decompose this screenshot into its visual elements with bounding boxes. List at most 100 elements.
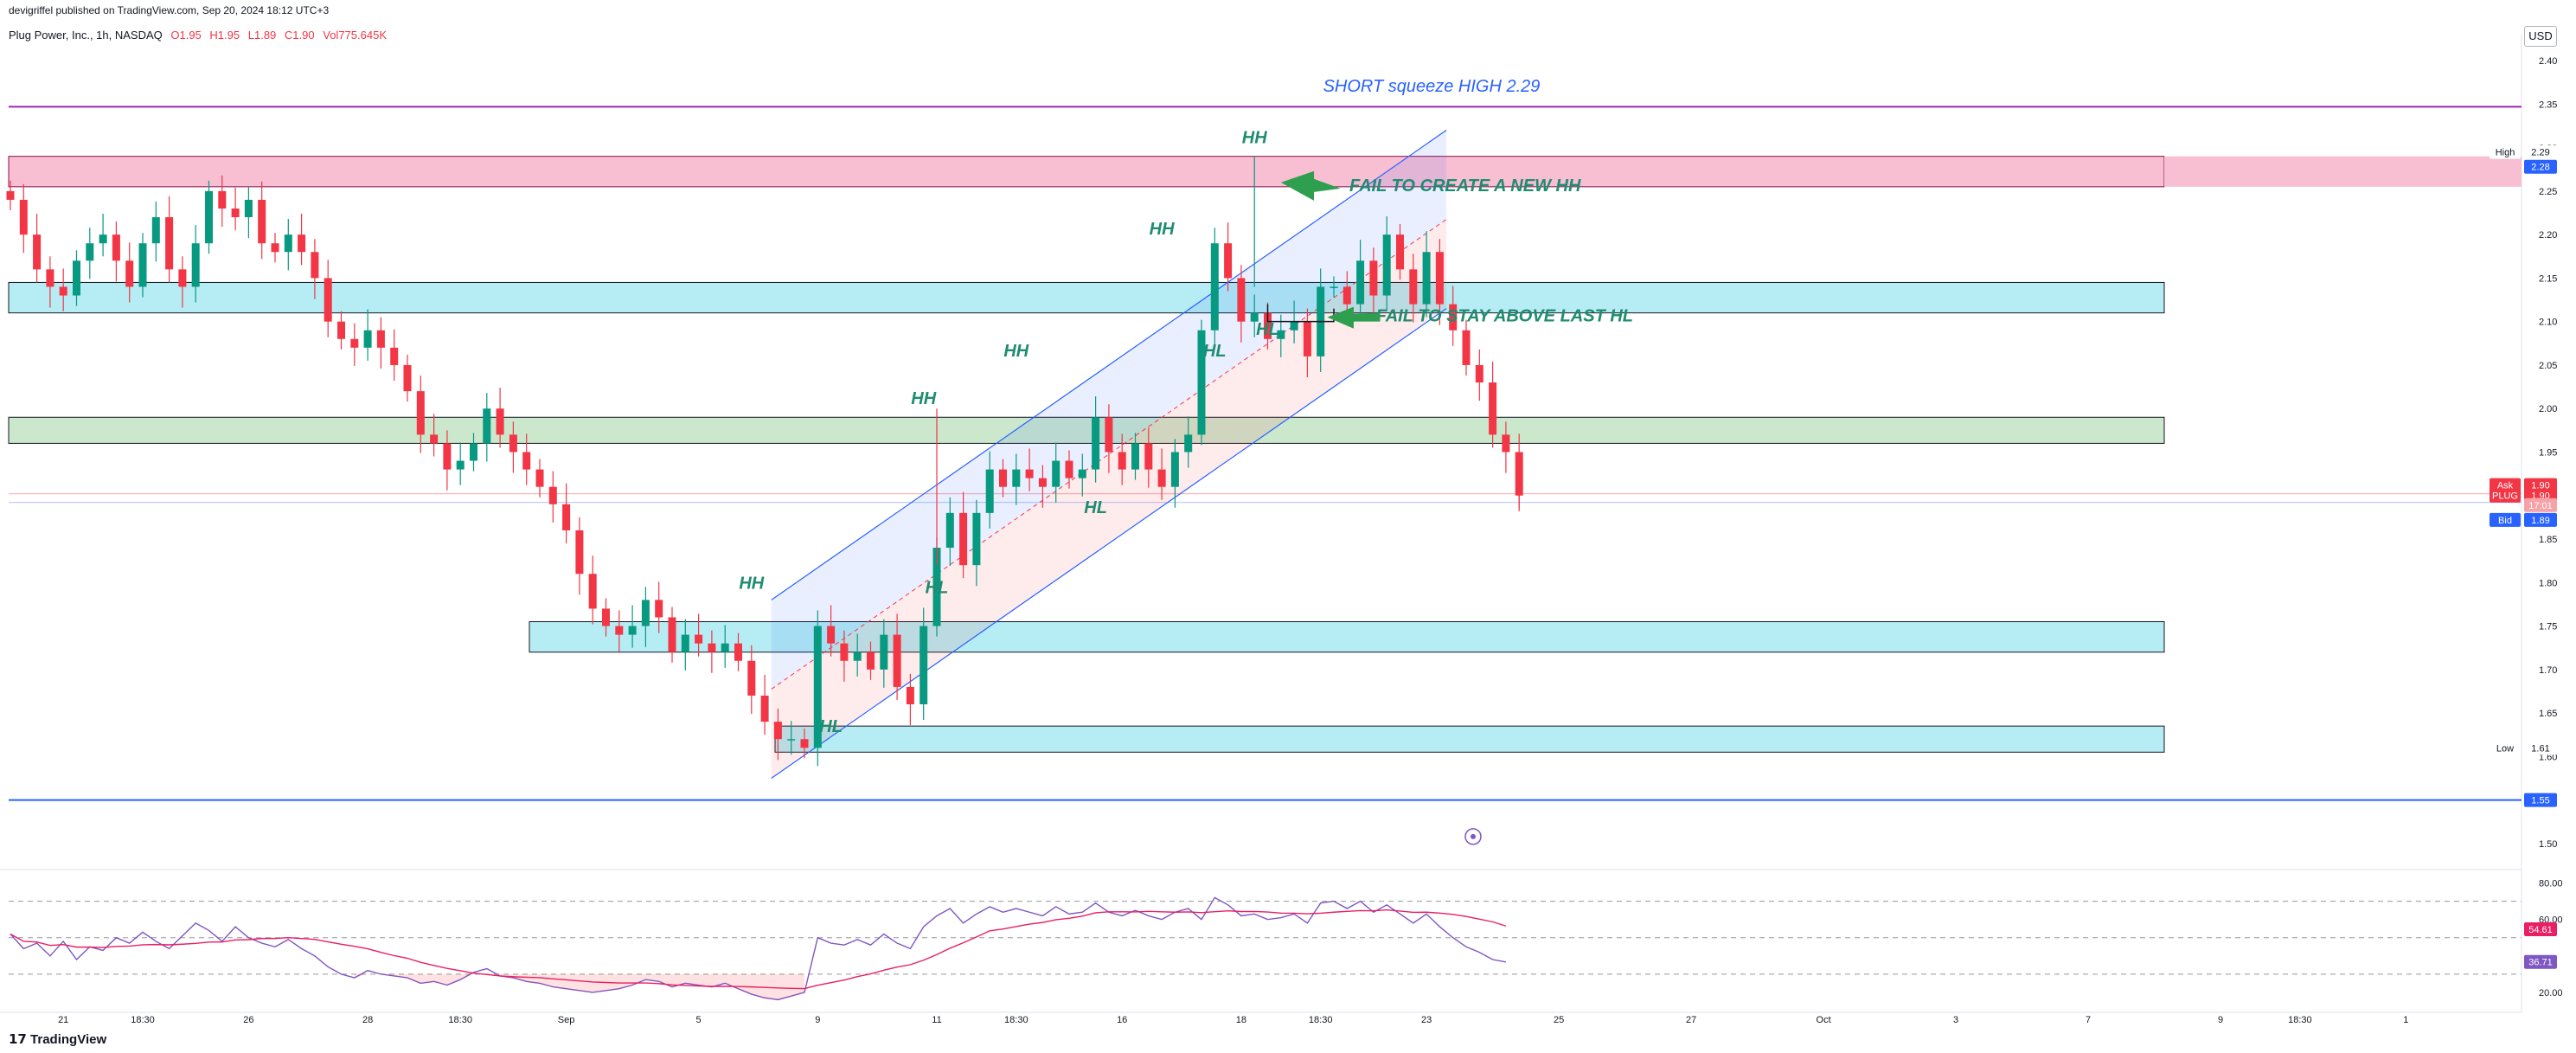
candle [125, 242, 134, 303]
candle-body [602, 608, 610, 626]
x-tick-label: 16 [1117, 1015, 1127, 1025]
candle [972, 499, 981, 587]
candle-body [920, 626, 928, 705]
swing-label: HL [1256, 320, 1279, 339]
tradingview-logo-icon: 𝟭𝟳 [9, 1032, 31, 1047]
candle [1250, 294, 1259, 337]
x-tick-label: 28 [362, 1015, 373, 1025]
candle [165, 196, 174, 283]
candle-body [509, 434, 517, 453]
candle [1092, 396, 1100, 483]
candle-body [112, 234, 120, 261]
candle-body [59, 286, 67, 296]
currency-button[interactable]: USD [2524, 26, 2557, 47]
axis-tag-value-bg [2524, 478, 2557, 492]
y-tick-label: 2.05 [2539, 361, 2557, 371]
candle [138, 233, 147, 298]
x-tick-label: 18:30 [448, 1015, 472, 1025]
candle-body [972, 512, 981, 566]
tradingview-logo[interactable]: 𝟭𝟳 TradingView [9, 1031, 106, 1047]
candle-body [522, 452, 531, 470]
candle [1422, 231, 1431, 318]
candle [443, 430, 452, 491]
arrow-shape [1280, 170, 1341, 201]
candle-body [86, 243, 94, 261]
candle [86, 228, 94, 279]
y-tick-label: 2.35 [2539, 100, 2557, 110]
candle-body [1038, 478, 1047, 487]
candle-body [1144, 443, 1153, 470]
candle [112, 222, 120, 282]
x-tick-label: Oct [1817, 1015, 1831, 1025]
candle-body [1170, 452, 1179, 487]
y-tick-label: 2.00 [2539, 404, 2557, 414]
arrow-create-hh [1280, 170, 1341, 201]
zone-1.74 [529, 621, 2165, 653]
y-tick-label: 2.10 [2539, 318, 2557, 328]
candle [920, 607, 928, 721]
swing-label: HL [1084, 498, 1107, 517]
candle-body [1012, 469, 1021, 487]
candle [641, 587, 650, 647]
candle-body [165, 217, 174, 270]
swing-label: HL [926, 578, 949, 597]
candle [853, 633, 862, 677]
y-tick-label: 2.25 [2539, 187, 2557, 197]
open-value: O1.95 [170, 29, 202, 42]
axis-tag-value: 1.89 [2531, 516, 2549, 526]
candle [880, 619, 888, 688]
rsi-oversold-fill [354, 973, 804, 1000]
swing-label: HL [1203, 342, 1227, 361]
candle-body [191, 243, 200, 287]
candle-body [470, 443, 477, 461]
swing-label: HH [1003, 342, 1028, 361]
candle [721, 625, 729, 668]
candle [813, 610, 822, 767]
swing-label: HH [1150, 220, 1175, 239]
candle-body [125, 260, 134, 287]
x-tick-label: 7 [2086, 1015, 2091, 1025]
candle [46, 256, 54, 308]
candle [509, 421, 517, 473]
candle [311, 239, 319, 299]
x-tick-label: 18 [1236, 1015, 1246, 1025]
candle-body [483, 408, 491, 444]
candle-body [1105, 417, 1113, 453]
y-tick-label: 1.60 [2539, 752, 2557, 762]
y-tick-label: 1.85 [2539, 535, 2557, 545]
axis-tag-value-bg [2524, 159, 2557, 174]
candle [99, 214, 107, 257]
candle [33, 214, 42, 283]
axis-tag-label-bg [2489, 478, 2521, 492]
candle [178, 256, 187, 308]
candle-body [1290, 321, 1298, 331]
candle-body [1330, 286, 1338, 288]
candle [1197, 319, 1206, 446]
candle [548, 471, 557, 523]
candle [271, 233, 279, 263]
candle-body [271, 243, 279, 253]
rsi-ma-tag: 54.61 [2524, 922, 2557, 937]
candle [403, 354, 412, 402]
candle-body [721, 643, 729, 652]
candle [840, 630, 849, 682]
axis-tag-label: Bid [2498, 516, 2512, 526]
axis-tag-label-bg [2489, 144, 2521, 159]
candle-body [1237, 278, 1246, 322]
candle [456, 442, 465, 485]
ask-tag: Ask 1.90 [2489, 478, 2557, 492]
candle [985, 451, 994, 529]
axis-tag-label: Ask [2497, 481, 2514, 491]
y-tick-label: 1.80 [2539, 578, 2557, 588]
symbol-legend[interactable]: Plug Power, Inc., 1h, NASDAQ O1.95 H1.95… [9, 29, 392, 42]
x-tick-label: 18:30 [2288, 1015, 2312, 1025]
annotation-callout: FAIL TO CREATE A NEW HH [1349, 177, 1581, 196]
candle [734, 632, 742, 671]
supply-zone-top [8, 156, 2165, 188]
symbol-name[interactable]: Plug Power, Inc., 1h, NASDAQ [9, 29, 163, 42]
candle-body [205, 190, 213, 244]
candle-body [1409, 269, 1418, 305]
axis-tag-label: PLUG [2492, 491, 2518, 502]
